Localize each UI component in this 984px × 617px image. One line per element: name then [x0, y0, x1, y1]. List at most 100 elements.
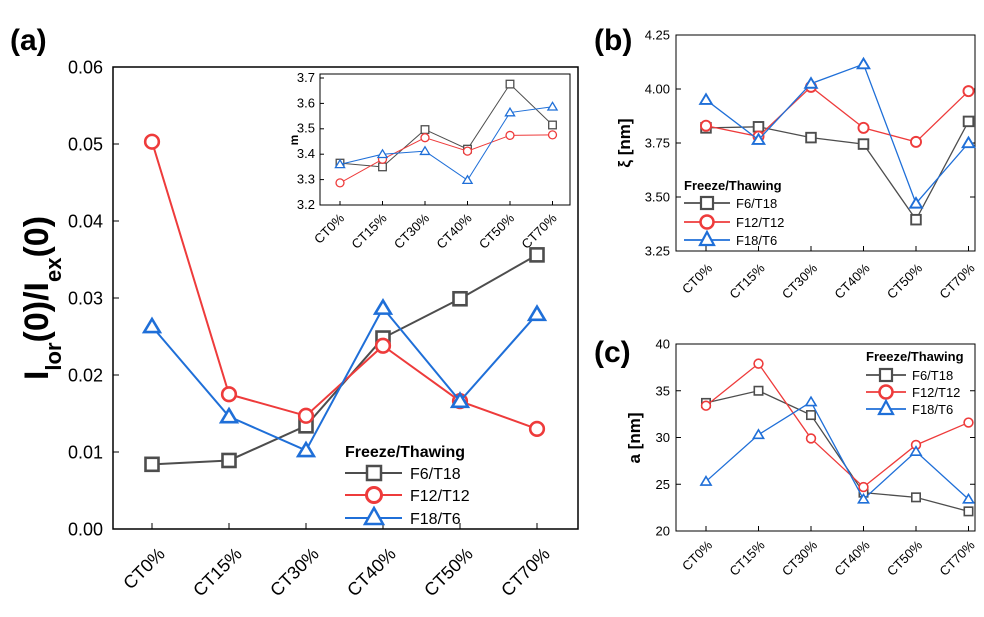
data-point — [504, 106, 516, 117]
inset-frame — [319, 73, 571, 206]
ylabel-sub1: lor — [41, 342, 66, 371]
panel-a-ylabel: Ilor(0)/Iex(0) — [18, 216, 66, 380]
panel-a-legend: Freeze/Thawing F6/T18 F12/T12 F18/T6 — [345, 444, 470, 528]
panel-b-label: (b) — [594, 24, 632, 57]
panel-b-ylabel: ξ [nm] — [615, 118, 634, 167]
y-tick-label: 4.00 — [645, 82, 670, 97]
data-point — [700, 119, 712, 132]
y-tick-label: 40 — [656, 337, 670, 352]
data-point — [452, 290, 468, 307]
legend-title: Freeze/Thawing — [345, 444, 465, 461]
x-tick-label: CT0% — [311, 210, 347, 246]
legend-label-f18t6: F18/T6 — [736, 233, 777, 248]
data-point — [449, 391, 471, 409]
inset-series — [334, 79, 559, 188]
y-tick-label: 3.75 — [645, 136, 670, 151]
panel-a-series — [141, 133, 548, 473]
x-tick-label: CT30% — [266, 544, 323, 601]
data-point — [753, 385, 764, 396]
data-point — [295, 440, 317, 458]
series-f18t6 — [699, 395, 975, 504]
data-point — [803, 76, 819, 89]
series-f18t6 — [334, 101, 559, 185]
series-line — [339, 83, 553, 168]
data-point — [910, 492, 921, 503]
data-point — [805, 131, 817, 144]
data-point — [141, 316, 163, 334]
x-tick-label: CT40% — [831, 260, 873, 302]
panel-c-ylabel: a [nm] — [625, 413, 644, 464]
panel-c-series — [699, 358, 975, 517]
data-point — [698, 92, 714, 105]
legend-label-f6t18: F6/T18 — [410, 466, 461, 483]
legend-label-f18t6: F18/T6 — [912, 402, 953, 417]
y-tick-label: 3.3 — [297, 171, 315, 186]
series-f12t12 — [700, 358, 974, 493]
data-point — [753, 358, 764, 369]
data-point — [962, 85, 975, 98]
y-tick-label: 0.03 — [68, 288, 103, 308]
x-tick-label: CT50% — [420, 544, 477, 601]
series-f18t6 — [141, 298, 548, 458]
x-tick-label: CT0% — [119, 544, 169, 594]
data-point — [858, 481, 869, 493]
x-tick-label: CT50% — [476, 210, 518, 252]
legend-item-f12t12: F12/T12 — [684, 214, 784, 230]
data-point — [420, 125, 430, 135]
y-tick-label: 0.04 — [68, 211, 103, 231]
data-point — [804, 395, 818, 407]
svg-text:Ilor(0)/Iex(0): Ilor(0)/Iex(0) — [18, 216, 66, 380]
ylabel-sub2: ex — [41, 257, 66, 282]
x-tick-label: CT15% — [348, 210, 390, 252]
data-point — [700, 400, 712, 411]
data-point — [752, 121, 765, 133]
data-point — [963, 506, 974, 517]
series-line — [151, 306, 538, 452]
legend-item-f18t6: F18/T6 — [684, 229, 777, 248]
data-point — [461, 174, 474, 185]
y-tick-label: 3.6 — [297, 95, 315, 110]
data-point — [752, 428, 765, 440]
panel-b: (b) ξ [nm] 3.25 3.50 3.75 4.00 4.25 CT0% CT15… — [594, 24, 978, 302]
legend-item-f18t6: F18/T6 — [345, 505, 461, 528]
y-tick-label: 20 — [656, 524, 670, 539]
y-tick-label: 0.06 — [68, 57, 103, 77]
data-point — [962, 115, 975, 128]
ylabel-end: (0) — [18, 216, 56, 258]
data-point — [526, 304, 548, 322]
data-point — [805, 433, 817, 444]
y-tick-label: 25 — [656, 477, 670, 492]
data-point — [857, 138, 870, 150]
data-point — [909, 445, 923, 456]
data-point — [378, 162, 387, 172]
y-tick-label: 3.2 — [297, 197, 315, 212]
data-point — [144, 456, 160, 473]
panel-a-inset: m 3.2 3.3 3.4 3.5 3.6 3.7 CT0% CT15% CT30% CT40%… — [287, 70, 571, 252]
data-point — [546, 101, 559, 111]
y-tick-label: 3.7 — [297, 70, 315, 85]
data-point — [419, 145, 431, 156]
panel-b-legend: Freeze/Thawing F6/T18 F12/T12 F18/T6 — [684, 178, 784, 248]
data-point — [529, 247, 545, 263]
legend-label-f6t18: F6/T18 — [912, 368, 953, 383]
x-tick-label: CT15% — [189, 544, 246, 601]
panel-b-series — [698, 56, 976, 226]
y-tick-label: 30 — [656, 430, 670, 445]
legend-item-f12t12: F12/T12 — [866, 384, 960, 400]
panel-a-label: (a) — [10, 24, 47, 57]
x-tick-label: CT0% — [679, 260, 715, 296]
data-point — [505, 130, 515, 141]
legend-label-f18t6: F18/T6 — [410, 511, 461, 528]
data-point — [857, 492, 870, 504]
y-tick-label: 3.4 — [297, 146, 315, 161]
series-f6t18 — [144, 247, 545, 473]
series-line — [339, 106, 553, 181]
series-line — [705, 390, 969, 512]
legend-label-f12t12: F12/T12 — [912, 385, 960, 400]
x-tick-label: CT30% — [779, 537, 821, 579]
legend-label-f6t18: F6/T18 — [736, 196, 777, 211]
panel-c: (c) a [nm] 20 25 30 35 40 CT0% CT15% CT30% CT40… — [594, 336, 978, 579]
x-tick-label: CT50% — [884, 537, 926, 579]
data-point — [961, 135, 976, 149]
